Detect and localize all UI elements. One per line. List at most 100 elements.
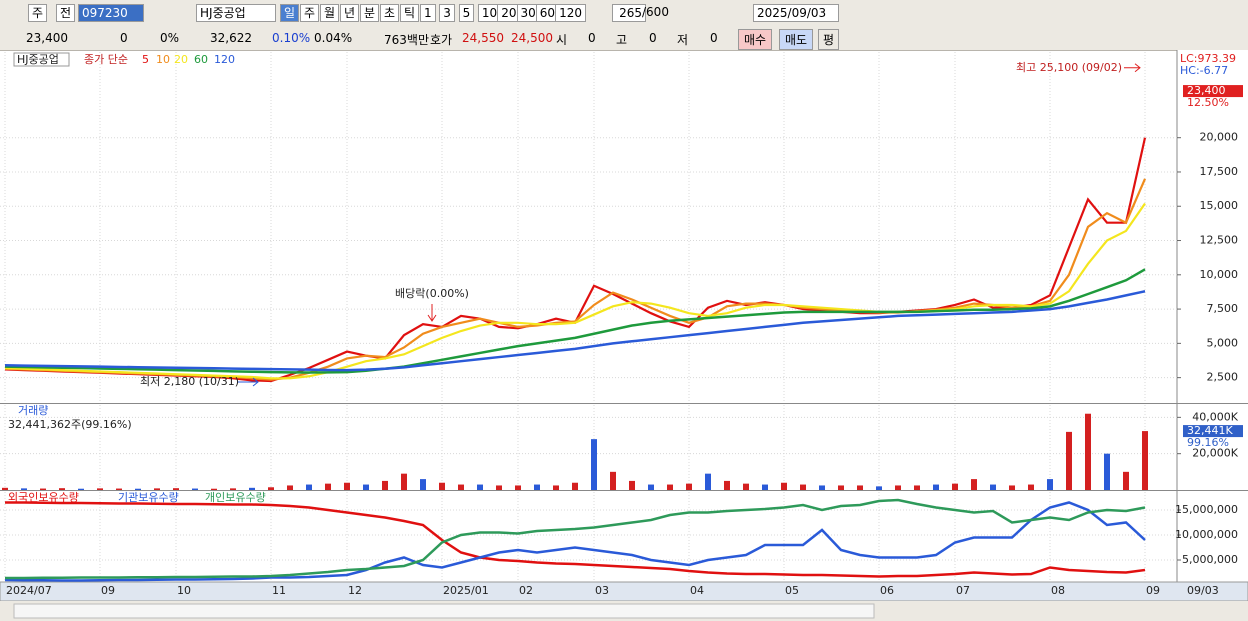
ratio: 0.04% xyxy=(314,31,353,45)
y-tick-label: 17,500 xyxy=(1200,165,1239,178)
ratio: 0.10% xyxy=(272,31,311,45)
period-button[interactable]: 분 xyxy=(360,4,380,22)
avg-button[interactable]: 평 xyxy=(818,29,840,50)
high-label: 고 xyxy=(616,33,628,47)
period-button[interactable]: 20 xyxy=(497,4,521,22)
last-value-label: 32,441K xyxy=(1187,424,1233,437)
scroll-track[interactable] xyxy=(13,603,875,619)
code-input[interactable]: 097230 xyxy=(78,4,144,22)
x-tick-label: 09 xyxy=(1146,584,1160,597)
stock-name[interactable]: HJ중공업 xyxy=(196,4,276,22)
open: 0 xyxy=(588,31,596,45)
volume-bar xyxy=(249,487,255,490)
right-axis xyxy=(1177,50,1248,602)
volume-bar xyxy=(116,488,122,490)
y-tick-label: 7,500 xyxy=(1207,302,1239,315)
volume-bar xyxy=(401,473,407,490)
x-tick-label: 03 xyxy=(595,584,609,597)
volume-bar xyxy=(344,482,350,490)
legend-entry: 120 xyxy=(214,53,235,66)
volume-bar xyxy=(1142,431,1148,490)
count[interactable]: 265 xyxy=(612,4,646,22)
volume-bar xyxy=(1047,479,1053,490)
ask-label: 호가 xyxy=(430,33,453,47)
volume-bar xyxy=(420,479,426,490)
period-button[interactable]: 5 xyxy=(458,4,475,22)
price: 23,400 xyxy=(26,31,68,45)
market[interactable]: 주 xyxy=(28,4,48,22)
y-tick-label: 10,000,000 xyxy=(1175,528,1238,541)
period-button[interactable]: 년 xyxy=(340,4,360,22)
series-line xyxy=(4,501,1146,582)
x-tick-label: 11 xyxy=(272,584,286,597)
x-tick-label: 2024/07 xyxy=(6,584,52,597)
period-button[interactable]: 틱 xyxy=(400,4,420,22)
series-line xyxy=(4,290,1146,372)
y-tick-label: 5,000 xyxy=(1207,336,1239,349)
period-button[interactable]: 1 xyxy=(420,4,436,22)
volume-bar xyxy=(287,485,293,490)
volume-bar xyxy=(1123,471,1129,490)
volume-bar xyxy=(762,484,768,490)
legend-entry: 외국인보유수량 xyxy=(8,491,79,504)
open-label: 시 xyxy=(556,33,568,47)
last-change-label: 12.50% xyxy=(1187,96,1229,109)
volume-bar xyxy=(306,484,312,490)
volume-bar xyxy=(724,480,730,490)
volume-bar xyxy=(1066,431,1072,490)
legend-entry: 5 xyxy=(142,53,149,66)
volume-bar xyxy=(496,485,502,490)
period-button[interactable]: 월 xyxy=(320,4,340,22)
volume-bar xyxy=(572,482,578,490)
y-tick-label: 12,500 xyxy=(1200,234,1239,247)
volume-bar xyxy=(534,484,540,490)
volume-bar xyxy=(154,488,160,490)
last-value-box xyxy=(1183,425,1243,438)
volume-bar xyxy=(800,484,806,490)
bid: 24,500 xyxy=(511,31,553,45)
low-arrow xyxy=(238,377,259,387)
volume-bar xyxy=(629,480,635,490)
change: 0 xyxy=(120,31,128,45)
low-label: 저 xyxy=(677,33,689,47)
period-button[interactable]: 초 xyxy=(380,4,400,22)
x-tick-label: 2025/01 xyxy=(443,584,489,597)
period-button[interactable]: 30 xyxy=(516,4,540,22)
period-button[interactable]: 일 xyxy=(280,4,300,22)
volume-bar xyxy=(553,485,559,490)
x-tick-label: 07 xyxy=(956,584,970,597)
volume-bar xyxy=(648,484,654,490)
volume-bar xyxy=(667,484,673,490)
volume-bar xyxy=(952,483,958,490)
lc-label: LC:973.39 xyxy=(1180,52,1236,65)
date[interactable]: 2025/09/03 xyxy=(753,4,839,22)
period-button[interactable]: 3 xyxy=(439,4,455,22)
x-tick-label: 09 xyxy=(101,584,115,597)
x-tick-label: 04 xyxy=(690,584,704,597)
volume-bar xyxy=(59,488,65,490)
volume-bar xyxy=(1104,453,1110,490)
last-value-box xyxy=(1183,85,1243,98)
y-tick-label: 20,000 xyxy=(1200,131,1239,144)
x-tick-label: 12 xyxy=(348,584,362,597)
buy-button[interactable]: 매수 xyxy=(738,29,773,50)
legend-entry: 20 xyxy=(174,53,188,66)
volume-bar xyxy=(515,485,521,490)
x-tick-label: 02 xyxy=(519,584,533,597)
series-line xyxy=(4,268,1146,374)
quote-bar: 23,400 0 0% 32,622 0.10% 0.04% 763백만 호가 … xyxy=(0,27,1248,51)
volume-bar xyxy=(40,488,46,490)
volume-bar xyxy=(2,487,8,490)
period-button[interactable]: 120 xyxy=(555,4,586,22)
legend-title: HJ중공업 xyxy=(17,53,59,66)
legend-subtitle: 종가 단순 xyxy=(84,53,128,66)
dividend-note: 배당락(0.00%) xyxy=(395,287,469,300)
sell-button[interactable]: 매도 xyxy=(779,29,814,50)
volume: 32,622 xyxy=(210,31,252,45)
toolbar: 주 전 097230 HJ중공업 일 주 월 년 분 초 틱 1 3 5 10 20 30 60 120 2… xyxy=(0,0,1248,28)
volume-bar xyxy=(1009,485,1015,490)
series-line xyxy=(5,498,1146,580)
prev[interactable]: 전 xyxy=(56,4,76,22)
period-button[interactable]: 주 xyxy=(300,4,320,22)
